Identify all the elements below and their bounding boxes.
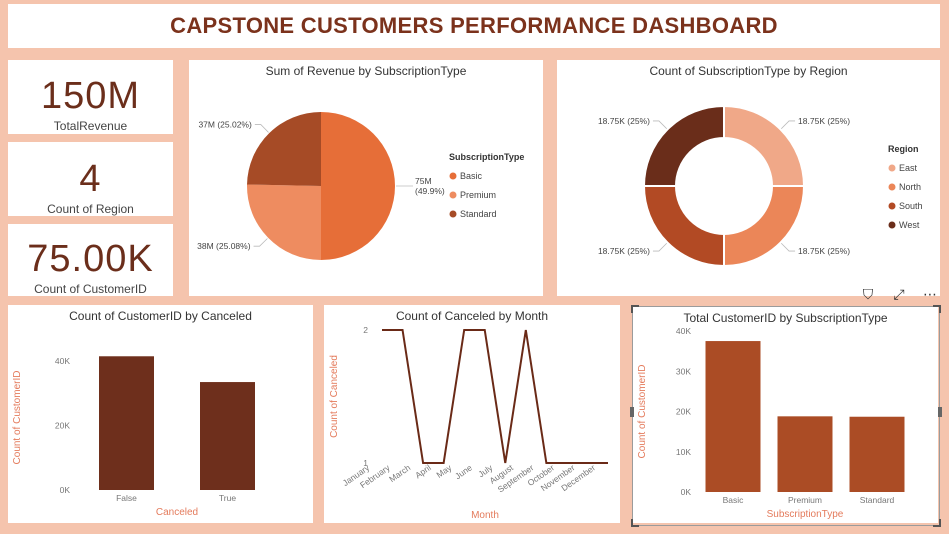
y-tick-label: 20K	[676, 407, 691, 417]
series-line[interactable]	[382, 329, 608, 464]
x-tick-label: Basic	[723, 495, 745, 505]
canceled-month-line-card[interactable]: Count of Canceled by Month 1 2 January Febr…	[324, 305, 620, 523]
leader-line	[652, 120, 668, 130]
kpi-card-total-revenue[interactable]: 150M TotalRevenue	[8, 60, 173, 134]
focus-mode-icon[interactable]: ⤢	[893, 286, 905, 302]
region-donut-card[interactable]: Count of SubscriptionType by Region 18.7…	[557, 60, 940, 296]
kpi-label: Count of CustomerID	[34, 282, 147, 296]
bar-false[interactable]	[99, 356, 154, 490]
x-tick-label: May	[434, 462, 454, 480]
chart-title: Sum of Revenue by SubscriptionType	[265, 64, 467, 78]
legend-item-basic: Basic	[460, 171, 483, 181]
legend-item-north: North	[899, 182, 921, 192]
y-tick-label: 30K	[676, 366, 691, 376]
slice-pct-label: (49.9%)	[415, 186, 445, 196]
kpi-value: 75.00K	[27, 238, 154, 280]
kpi-label: TotalRevenue	[53, 119, 128, 133]
legend-marker	[888, 164, 896, 172]
chart-title: Count of Canceled by Month	[395, 309, 549, 323]
x-axis-title: Canceled	[156, 507, 198, 518]
y-tick-label: 0K	[681, 487, 692, 497]
legend-item-west: West	[899, 220, 920, 230]
bar-premium[interactable]	[777, 416, 833, 492]
x-tick-label: Standard	[860, 495, 895, 505]
revenue-pie-card[interactable]: Sum of Revenue by SubscriptionType 75M (4…	[189, 60, 543, 296]
leader-line	[253, 238, 268, 247]
pie-slice-basic[interactable]	[321, 112, 395, 260]
frame-resize-handle[interactable]	[938, 407, 942, 417]
x-tick-label: False	[116, 493, 137, 503]
legend-item-east: East	[899, 163, 918, 173]
slice-label: 18.75K (25%)	[798, 116, 850, 126]
legend-marker	[449, 172, 457, 180]
leader-line	[780, 242, 796, 252]
pie-slice-south[interactable]	[642, 185, 725, 268]
kpi-card-customer-count[interactable]: 75.00K Count of CustomerID	[8, 224, 173, 296]
legend-item-premium: Premium	[460, 190, 496, 200]
slice-value-label: 75M	[415, 176, 432, 186]
kpi-label: Count of Region	[47, 202, 134, 216]
x-tick-label: Premium	[788, 495, 822, 505]
bar-true[interactable]	[200, 382, 255, 490]
slice-label: 18.75K (25%)	[598, 246, 650, 256]
dashboard-title-bar: CAPSTONE CUSTOMERS PERFORMANCE DASHBOARD	[8, 4, 940, 48]
pie-slice-north[interactable]	[723, 185, 806, 268]
revenue-pie-chart[interactable]: 75M(49.9%) 38M (25.08%) 37M (25.02%) Subscr…	[189, 60, 543, 296]
y-tick-label: 20K	[55, 421, 70, 431]
y-tick-label: 1	[363, 458, 368, 468]
visual-header: ⛉ ⤢ ⋯	[858, 286, 940, 302]
filter-icon[interactable]: ⛉	[862, 286, 874, 302]
kpi-value: 150M	[40, 75, 141, 117]
pie-slice-premium[interactable]	[247, 184, 321, 260]
y-tick-label: 0K	[60, 485, 71, 495]
region-donut-chart[interactable]: 18.75K (25%) 18.75K (25%) 18.75K (25%) 18.7…	[557, 60, 940, 296]
leader-line	[652, 242, 668, 252]
legend-marker	[888, 221, 896, 229]
x-tick-label: March	[387, 462, 412, 484]
canceled-bar-card[interactable]: Count of CustomerID by Canceled 0K 20K 40K…	[8, 305, 313, 523]
chart-title: Total CustomerID by SubscriptionType	[683, 311, 888, 325]
kpi-card-region-count[interactable]: 4 Count of Region	[8, 142, 173, 216]
pie-slice-west[interactable]	[642, 104, 725, 187]
dashboard-title: CAPSTONE CUSTOMERS PERFORMANCE DASHBOARD	[170, 13, 778, 38]
y-axis-title: Count of CustomerID	[637, 365, 648, 459]
leader-line	[254, 124, 269, 133]
kpi-value: 4	[79, 158, 102, 200]
subscription-bar-card[interactable]: Total CustomerID by SubscriptionType 0K 1…	[633, 307, 938, 523]
legend-title: SubscriptionType	[449, 152, 524, 162]
x-tick-label: April	[413, 462, 433, 480]
leader-line	[780, 120, 796, 130]
slice-label: 18.75K (25%)	[598, 116, 650, 126]
x-tick-label: June	[453, 462, 474, 481]
slice-label: 37M (25.02%)	[198, 120, 252, 130]
y-tick-label: 10K	[676, 447, 691, 457]
chart-title: Count of CustomerID by Canceled	[69, 309, 252, 323]
legend-marker	[449, 191, 457, 199]
legend-marker	[888, 183, 896, 191]
subscription-bar-chart[interactable]: 0K 10K 20K 30K 40K Basic Premium Standard Subscr…	[633, 307, 938, 523]
legend-item-standard: Standard	[460, 209, 497, 219]
x-axis-title: SubscriptionType	[767, 509, 844, 520]
y-axis-title: Count of Canceled	[329, 355, 340, 438]
pie-slice-standard[interactable]	[247, 112, 321, 186]
slice-label: 18.75K (25%)	[798, 246, 850, 256]
y-axis-title: Count of CustomerID	[12, 371, 23, 465]
x-tick-label: True	[219, 493, 236, 503]
legend-marker	[888, 202, 896, 210]
y-tick-label: 40K	[676, 326, 691, 336]
y-tick-label: 2	[363, 325, 368, 335]
slice-label: 38M (25.08%)	[197, 241, 251, 251]
bar-basic[interactable]	[705, 341, 761, 492]
pie-slice-east[interactable]	[723, 104, 806, 187]
x-axis-title: Month	[471, 510, 499, 521]
y-tick-label: 40K	[55, 356, 70, 366]
legend-title: Region	[888, 144, 919, 154]
legend-item-south: South	[899, 201, 923, 211]
legend-marker	[449, 210, 457, 218]
chart-title: Count of SubscriptionType by Region	[649, 64, 848, 78]
bar-standard[interactable]	[849, 416, 905, 492]
more-options-icon[interactable]: ⋯	[923, 286, 937, 302]
